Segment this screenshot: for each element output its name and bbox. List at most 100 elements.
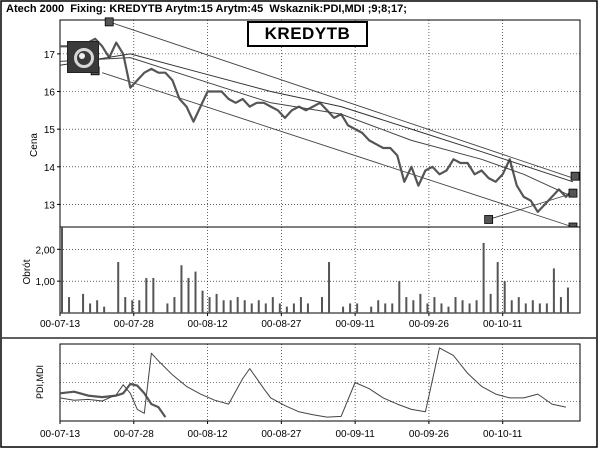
volume-bar [433, 297, 436, 313]
volume-bar [215, 293, 218, 313]
indicator-series [59, 347, 567, 418]
volume-bar [187, 277, 190, 313]
indicator-plot-area [59, 343, 581, 422]
x-axis-bottom-tick-label: 00-07-28 [114, 429, 154, 440]
trendline-1 [102, 72, 574, 228]
trend-handle-marker-3 [568, 188, 578, 198]
volume-bar [328, 262, 331, 313]
app-logo-icon [67, 41, 99, 73]
volume-bar [68, 297, 71, 313]
volume-bar [250, 303, 253, 313]
volume-bar [103, 306, 106, 313]
x-axis-bottom-tick-label: 00-10-11 [483, 429, 523, 440]
price-y-tick-label: 17 [44, 50, 56, 61]
volume-y-axis-label: Obrót [22, 259, 33, 284]
volume-bar [131, 300, 134, 313]
volume-bar [524, 303, 527, 313]
price-y-tick-label: 15 [44, 125, 56, 136]
volume-bar [419, 293, 422, 313]
price-y-ticks: 13 14 15 16 17 [44, 50, 60, 211]
volume-bar [384, 303, 387, 313]
x-axis-top-tick-label: 00-08-27 [261, 319, 301, 330]
x-axis-ticks-top: 00-07-13 00-07-28 00-08-12 00-08-27 00-09-11… [40, 313, 523, 330]
volume-bar [517, 297, 520, 313]
x-axis-top-tick-label: 00-07-13 [40, 319, 80, 330]
volume-bar [89, 303, 92, 313]
volume-bar [208, 297, 211, 313]
volume-bar [229, 300, 232, 313]
volume-bar [306, 303, 309, 313]
price-y-tick-label: 16 [44, 88, 56, 99]
volume-bar [299, 297, 302, 313]
mdi-line [59, 347, 567, 418]
volume-bar [321, 297, 323, 313]
volume-bar [243, 300, 246, 313]
app-name: Atech 2000 [6, 3, 65, 15]
x-axis-bottom-tick-label: 00-08-12 [188, 429, 228, 440]
volume-bar [531, 300, 534, 313]
volume-bar [96, 300, 99, 313]
volume-bar [166, 303, 169, 313]
moving-average-line-1 [59, 57, 574, 198]
volume-plot-area [59, 226, 581, 314]
x-axis-bottom-tick-label: 00-09-26 [409, 429, 449, 440]
volume-bar [271, 297, 274, 313]
price-y-axis-label: Cena [29, 133, 40, 157]
indicator-grid [59, 344, 580, 421]
volume-bar [496, 262, 499, 313]
x-axis-top-tick-label: 00-07-28 [114, 319, 154, 330]
volume-bar [510, 300, 513, 313]
price-y-tick-label: 13 [44, 200, 56, 211]
volume-bar [538, 303, 541, 313]
x-axis-ticks-bottom: 00-07-13 00-07-28 00-08-12 00-08-27 00-09-11… [40, 421, 523, 440]
price-y-tick-label: 14 [44, 163, 56, 174]
volume-bar [391, 303, 394, 313]
volume-bar [264, 303, 267, 313]
volume-bars [61, 227, 569, 313]
x-axis-bottom-tick-label: 00-09-11 [335, 429, 375, 440]
volume-bar [152, 277, 155, 313]
trend-handle-marker-0 [104, 17, 114, 27]
x-axis-top-tick-label: 00-10-11 [483, 319, 523, 330]
arytm-15-label: Arytm:15 [165, 3, 213, 15]
volume-bar [138, 300, 141, 313]
volume-bar [222, 300, 225, 313]
price-plot-area [59, 19, 581, 228]
volume-bar [257, 300, 260, 313]
volume-bar [61, 227, 63, 313]
volume-bar [292, 303, 295, 313]
trendline-0 [109, 21, 574, 179]
volume-bar [461, 300, 464, 313]
volume-bar [454, 297, 457, 313]
x-axis-top-tick-label: 00-08-12 [188, 319, 228, 330]
price-panel: 13 14 15 16 17 Cena [29, 17, 581, 232]
volume-bar [440, 303, 443, 313]
volume-bar [194, 271, 197, 313]
volume-bar [566, 287, 569, 313]
chart-title: KREDYTB [247, 21, 368, 47]
volume-bar [236, 297, 239, 313]
volume-bar [124, 297, 127, 313]
volume-y-tick-label: 1,00 [36, 277, 56, 288]
volume-bar [145, 277, 148, 313]
volume-bar [180, 265, 183, 313]
volume-bar [117, 262, 120, 313]
price-line [60, 37, 574, 213]
indicator-label: Wskaznik:PDI,MDI ;9;8;17; [269, 3, 407, 15]
volume-bar [559, 297, 562, 313]
volume-bar [356, 303, 359, 313]
volume-bar [278, 303, 281, 313]
volume-y-tick-label: 2,00 [36, 245, 56, 256]
volume-bar [349, 303, 352, 313]
volume-y-ticks: 1,00 2,00 [36, 245, 60, 288]
x-axis-bottom-tick-label: 00-07-13 [40, 429, 80, 440]
volume-bar [482, 242, 485, 313]
header-bar: Atech 2000 Fixing: KREDYTB Arytm:15 Aryt… [6, 3, 407, 15]
trend-handle-marker-5 [570, 171, 580, 181]
volume-grid [59, 227, 580, 313]
chart-title-text: KREDYTB [264, 24, 351, 43]
arytm-45-label: Arytm:45 [215, 3, 264, 15]
volume-bar [503, 281, 506, 313]
x-axis-top-tick-label: 00-09-26 [409, 319, 449, 330]
